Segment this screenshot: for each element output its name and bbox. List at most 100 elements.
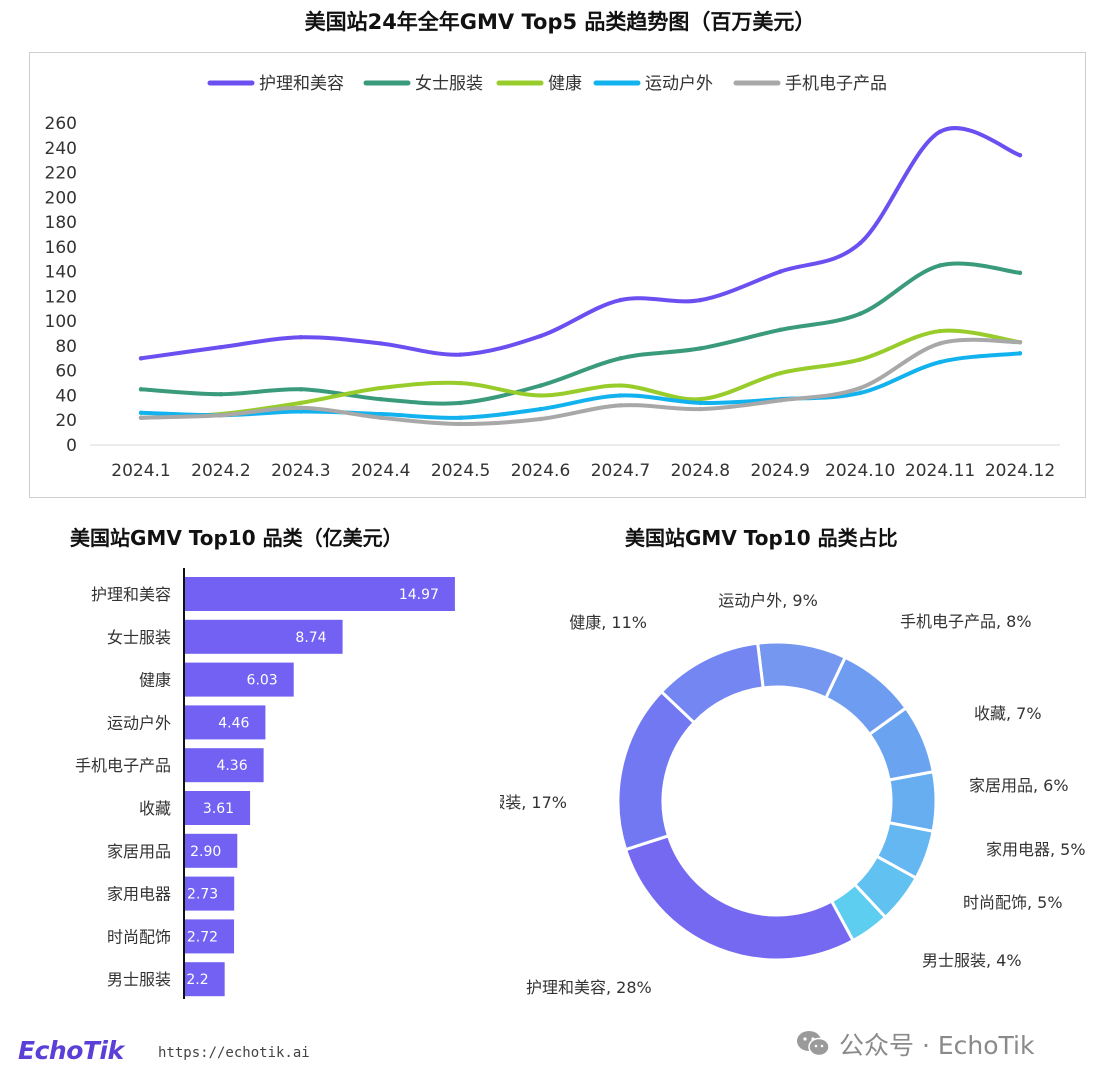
line-chart-panel: 0 20 40 60 80 100 120 140 160 180 200 220 240 260 2024…	[29, 52, 1086, 498]
bar	[185, 748, 264, 783]
donut-slice	[659, 641, 765, 725]
y-tick-label: 120	[45, 287, 77, 307]
category-label: 男士服装	[107, 970, 171, 989]
category-label: 家居用品	[107, 842, 171, 861]
data-point	[937, 359, 943, 365]
donut-chart-title: 美国站GMV Top10 品类占比	[625, 526, 898, 550]
data-point	[937, 129, 943, 134]
donut-slice	[887, 770, 938, 834]
slice-label: 家用电器, 5%	[986, 840, 1086, 859]
wechat-icon	[797, 1031, 830, 1057]
data-point	[298, 335, 304, 340]
slice-label: 女士服装, 17%	[500, 793, 567, 812]
data-point	[1017, 351, 1023, 356]
bar	[185, 791, 251, 825]
bar-chart: 护理和美容 14.97 女士服装 8.74 健康 6.03 运动户外 4.46 手机电子产品 4.…	[75, 568, 455, 999]
data-point	[698, 400, 703, 406]
data-point	[378, 396, 383, 402]
donut-chart: 运动户外, 9% 手机电子产品, 8% 收藏, 7% 家居用品, 6% 家用电器, 5%…	[500, 591, 1086, 997]
category-label: 手机电子产品	[75, 756, 171, 775]
data-point	[857, 240, 863, 246]
data-point	[378, 341, 383, 346]
data-point	[538, 406, 543, 412]
y-tick-label: 220	[45, 164, 77, 184]
brand-logo-text: EchoTik	[18, 1036, 124, 1065]
donut-slice	[623, 833, 856, 962]
legend-label: 运动户外	[645, 74, 713, 94]
data-point	[298, 400, 304, 406]
data-point	[1017, 340, 1023, 345]
legend-label: 健康	[548, 74, 582, 94]
data-point	[778, 398, 783, 403]
slice-label: 家居用品, 6%	[969, 776, 1069, 795]
x-tick-label: 2024.11	[905, 461, 975, 481]
data-point	[298, 409, 304, 414]
x-tick-label: 2024.1	[111, 461, 170, 481]
data-point	[138, 387, 144, 392]
slice-label: 健康, 11%	[569, 613, 647, 632]
x-tick-label: 2024.10	[825, 461, 895, 481]
slice-label: 收藏, 7%	[974, 704, 1042, 723]
data-point	[218, 392, 224, 397]
category-label: 收藏	[139, 799, 171, 818]
category-label: 女士服装	[107, 628, 171, 647]
x-tick-label: 2024.4	[351, 461, 410, 481]
bar-value-label: 4.46	[218, 715, 249, 731]
y-tick-label: 200	[45, 188, 77, 208]
data-point	[458, 400, 463, 406]
data-point	[937, 328, 943, 334]
bar-value-label: 2.73	[187, 887, 218, 903]
legend-label: 手机电子产品	[785, 74, 887, 94]
data-point	[538, 333, 543, 339]
watermark: 公众号 · EchoTik	[795, 1026, 1034, 1062]
slice-label: 男士服装, 4%	[922, 951, 1022, 970]
data-point	[218, 344, 224, 350]
data-point	[1017, 153, 1023, 158]
line-chart-title: 美国站24年全年GMV Top5 品类趋势图（百万美元）	[304, 10, 816, 34]
data-point	[937, 341, 943, 346]
data-point	[857, 390, 863, 396]
bar	[185, 876, 235, 911]
y-tick-label: 160	[45, 238, 77, 258]
category-label: 运动户外	[107, 713, 171, 732]
bar	[185, 962, 225, 997]
data-point	[857, 357, 863, 362]
data-point	[937, 263, 943, 268]
footer-url: https://echotik.ai	[158, 1045, 310, 1061]
bar	[185, 662, 294, 697]
category-label: 家用电器	[107, 885, 171, 904]
bar-value-label: 2.90	[190, 844, 221, 860]
bar	[185, 577, 455, 611]
y-tick-label: 0	[66, 436, 77, 456]
data-point	[1017, 270, 1023, 276]
x-tick-label: 2024.3	[271, 461, 330, 481]
legend-label: 护理和美容	[259, 74, 344, 94]
x-tick-label: 2024.9	[751, 461, 810, 481]
x-tick-label: 2024.5	[431, 461, 490, 481]
bar	[185, 919, 235, 954]
brand-logo: EchoTik	[18, 1036, 128, 1076]
data-point	[618, 297, 623, 303]
data-point	[538, 416, 543, 422]
data-point	[698, 406, 703, 412]
data-point	[378, 385, 383, 391]
bar-value-label: 4.36	[216, 758, 247, 774]
x-tick-label: 2024.12	[985, 461, 1055, 481]
line-chart: 0 20 40 60 80 100 120 140 160 180 200 220 240 260 2024…	[45, 74, 1060, 481]
data-point	[778, 327, 783, 333]
donut-slice	[616, 689, 697, 852]
y-tick-label: 180	[45, 213, 77, 233]
legend-label: 女士服装	[415, 74, 483, 94]
data-point	[218, 413, 224, 418]
category-label: 护理和美容	[91, 585, 171, 604]
y-tick-label: 260	[45, 114, 77, 134]
data-point	[538, 383, 543, 388]
series-line	[139, 351, 1022, 420]
data-point	[298, 387, 304, 392]
y-tick-label: 20	[55, 411, 77, 431]
slice-label: 手机电子产品, 8%	[900, 612, 1032, 631]
data-point	[298, 405, 304, 411]
data-point	[378, 411, 383, 417]
data-point	[618, 356, 623, 361]
y-tick-label: 60	[55, 362, 77, 382]
